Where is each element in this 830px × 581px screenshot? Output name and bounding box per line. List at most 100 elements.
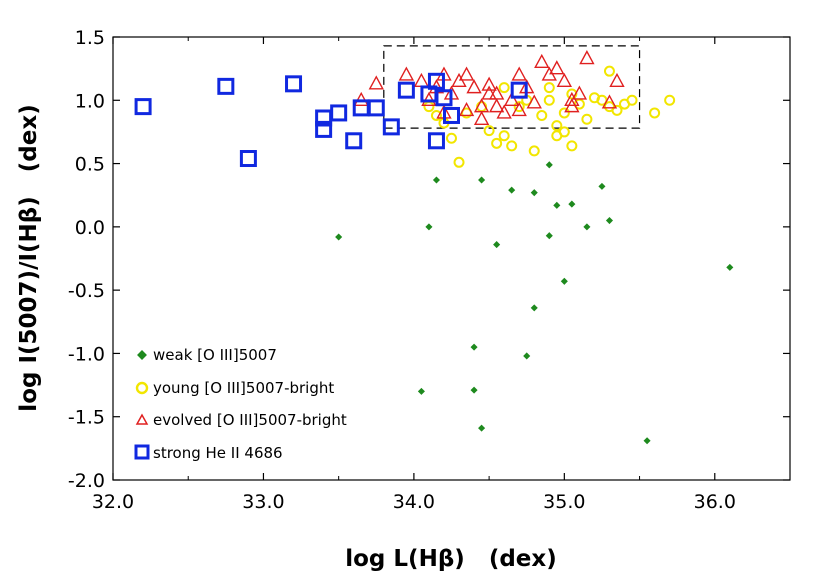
point-weak: [726, 263, 734, 271]
data-points: [134, 50, 734, 445]
point-evolved: [481, 85, 497, 100]
point-weak: [530, 189, 538, 197]
x-tick-label: 36.0: [694, 491, 736, 513]
point-young: [453, 156, 465, 168]
x-tick-label: 34.0: [393, 491, 435, 513]
point-strong: [134, 98, 152, 116]
y-tick-label: 1.0: [75, 90, 105, 112]
legend-label-strong: strong He II 4686: [153, 444, 283, 462]
y-tick-label: -0.5: [68, 280, 105, 302]
point-strong: [427, 72, 445, 90]
point-strong: [427, 132, 445, 150]
point-evolved: [421, 91, 437, 106]
point-weak: [470, 386, 478, 394]
point-weak: [530, 304, 538, 312]
point-young: [528, 145, 540, 157]
legend-label-evolved: evolved [O III]5007-bright: [153, 411, 347, 429]
y-tick-label: 0.0: [75, 217, 105, 239]
point-strong: [382, 118, 400, 136]
point-evolved: [368, 75, 384, 90]
x-tick-label: 32.0: [92, 491, 134, 513]
point-strong: [510, 81, 528, 99]
point-weak: [417, 387, 425, 395]
point-young: [603, 65, 615, 77]
point-weak: [425, 223, 433, 231]
point-young: [581, 113, 593, 125]
point-young: [551, 130, 563, 142]
point-weak: [478, 424, 486, 432]
point-evolved: [579, 50, 595, 65]
x-tick-label: 33.0: [242, 491, 284, 513]
point-evolved: [473, 110, 490, 125]
point-strong: [435, 89, 453, 107]
point-evolved: [571, 85, 588, 100]
point-weak: [560, 277, 568, 285]
point-young: [664, 94, 676, 106]
y-tick-label: 1.5: [75, 27, 105, 49]
point-young: [483, 125, 495, 137]
point-weak: [470, 343, 478, 351]
point-weak: [553, 201, 561, 209]
point-strong: [285, 75, 303, 93]
point-young: [551, 120, 563, 132]
point-strong: [217, 77, 235, 95]
y-tick-label: -2.0: [68, 470, 105, 492]
point-young: [498, 82, 510, 94]
point-young: [626, 94, 638, 106]
point-strong: [443, 106, 460, 124]
point-weak: [432, 176, 440, 184]
legend-marker-evolved: [135, 413, 149, 425]
point-weak: [583, 223, 591, 231]
point-evolved: [609, 72, 625, 88]
y-tick-label: 0.5: [75, 154, 105, 176]
point-evolved: [398, 66, 415, 81]
point-weak: [643, 437, 651, 445]
series-circle: [423, 65, 676, 168]
point-strong: [315, 120, 333, 138]
point-young: [430, 109, 442, 121]
point-young: [543, 94, 555, 106]
point-strong: [330, 104, 348, 122]
point-evolved: [534, 53, 550, 69]
point-young: [506, 140, 518, 152]
point-young: [543, 82, 555, 94]
point-young: [536, 109, 548, 121]
point-strong: [367, 99, 385, 117]
point-weak: [493, 241, 501, 249]
point-young: [558, 107, 570, 119]
point-weak: [568, 200, 576, 208]
legend-marker-young: [135, 381, 149, 395]
plot-area: [112, 36, 791, 481]
point-evolved: [488, 98, 505, 113]
x-tick-label: 35.0: [543, 491, 585, 513]
point-strong: [397, 81, 415, 99]
legend-marker-strong: [134, 444, 150, 460]
point-young: [611, 104, 623, 116]
point-weak: [478, 176, 486, 184]
point-evolved: [556, 72, 573, 88]
point-evolved: [564, 98, 580, 113]
point-strong: [239, 150, 257, 168]
y-axis-title: log I(5007)/I(Hβ) (dex): [16, 104, 42, 411]
point-weak: [523, 352, 531, 360]
point-weak: [335, 233, 343, 241]
x-axis-title: log L(Hβ) (dex): [345, 546, 557, 572]
point-evolved: [549, 60, 565, 75]
point-young: [498, 130, 510, 142]
point-strong: [345, 132, 363, 150]
point-evolved: [511, 66, 527, 81]
point-evolved: [353, 91, 369, 106]
series-square: [134, 72, 528, 168]
y-tick-label: -1.0: [68, 343, 105, 365]
point-young: [566, 140, 578, 152]
point-evolved: [481, 76, 497, 91]
point-evolved: [601, 94, 618, 109]
point-evolved: [511, 101, 527, 117]
legend-label-weak: weak [O III]5007: [153, 346, 277, 364]
legend-label-young: young [O III]5007-bright: [153, 379, 334, 397]
point-weak: [605, 216, 614, 225]
point-evolved: [526, 94, 542, 109]
point-young: [491, 137, 503, 149]
legend-marker-weak: [137, 350, 147, 360]
